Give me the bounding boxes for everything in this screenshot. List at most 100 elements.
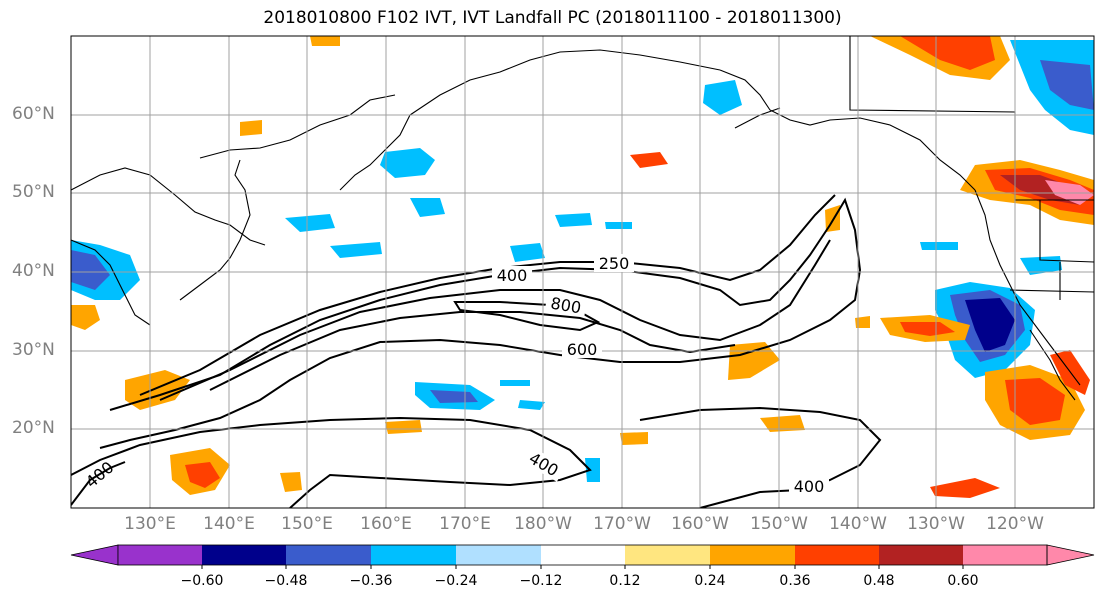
contour-400-southeast bbox=[639, 406, 882, 508]
positive-anomaly-region bbox=[728, 342, 780, 380]
map-title: 2018010800 F102 IVT, IVT Landfall PC (20… bbox=[263, 8, 842, 28]
lon-label: 130°W bbox=[907, 514, 965, 534]
positive-anomaly-region bbox=[900, 322, 955, 336]
lon-label: 180°W bbox=[514, 514, 572, 534]
lat-label: 20°N bbox=[12, 418, 55, 438]
negative-anomaly-region bbox=[500, 380, 530, 386]
bering-coast bbox=[409, 49, 721, 116]
contour-label-group: 250 400 800 600 400 400 400 bbox=[82, 254, 829, 496]
lon-label: 130°E bbox=[124, 514, 176, 534]
lon-label: 170°W bbox=[593, 514, 651, 534]
colorbar-tick-label: −0.48 bbox=[264, 573, 308, 589]
contour-250 bbox=[139, 194, 836, 396]
positive-anomaly-region bbox=[310, 36, 340, 46]
korea-china-coast bbox=[71, 239, 151, 326]
lon-label: 140°E bbox=[203, 514, 255, 534]
positive-anomaly-region bbox=[240, 120, 262, 136]
lat-label: 40°N bbox=[12, 261, 55, 281]
positive-anomaly-region bbox=[185, 462, 220, 488]
okhotsk-coast bbox=[199, 94, 396, 159]
colorbar-bin bbox=[963, 545, 1047, 565]
positive-anomaly-region bbox=[930, 478, 1000, 498]
negative-anomaly-region bbox=[585, 458, 600, 482]
lat-label: 30°N bbox=[12, 340, 55, 360]
contour-600 bbox=[159, 239, 831, 401]
lon-label: 160°W bbox=[671, 514, 729, 534]
positive-anomaly-region bbox=[760, 415, 805, 432]
graticule bbox=[71, 36, 1094, 508]
colorbar-tick-label: 0.48 bbox=[863, 573, 895, 589]
negative-anomaly-region bbox=[330, 242, 382, 258]
negative-anomaly-region bbox=[380, 148, 435, 178]
contour-label: 800 bbox=[549, 293, 582, 317]
negative-anomaly-region bbox=[555, 213, 592, 227]
colorbar-bin bbox=[710, 545, 795, 565]
anomaly-shading bbox=[71, 36, 1094, 498]
negative-anomaly-region bbox=[920, 242, 958, 250]
colorbar-tick-label: 0.60 bbox=[947, 573, 979, 589]
lon-label: 140°W bbox=[829, 514, 887, 534]
positive-anomaly-region bbox=[385, 420, 422, 434]
colorbar-extend-low bbox=[70, 544, 119, 566]
contour-800 bbox=[453, 301, 601, 332]
negative-anomaly-region bbox=[430, 390, 478, 403]
colorbar-bin bbox=[456, 545, 541, 565]
baja-coast bbox=[1029, 329, 1076, 401]
state-borders bbox=[1009, 289, 1094, 293]
negative-anomaly-region bbox=[71, 250, 110, 290]
positive-anomaly-region bbox=[900, 36, 995, 70]
colorbar-tick-label: −0.36 bbox=[349, 573, 393, 589]
positive-anomaly-region bbox=[1005, 378, 1065, 425]
kamchatka-coast bbox=[339, 114, 411, 191]
negative-anomaly-region bbox=[965, 298, 1015, 352]
colorbar-bin bbox=[202, 545, 286, 565]
colorbar-tick-label: 0.12 bbox=[609, 573, 641, 589]
positive-anomaly-region bbox=[855, 316, 870, 328]
colorbar-tick-label: 0.24 bbox=[694, 573, 726, 589]
state-borders bbox=[1015, 199, 1094, 300]
lon-label: 170°E bbox=[439, 514, 491, 534]
japan-coast bbox=[179, 159, 251, 301]
positive-anomaly-region bbox=[630, 152, 668, 168]
colorbar-bin bbox=[879, 545, 963, 565]
colorbar-bin bbox=[625, 545, 710, 565]
lon-label: 150°W bbox=[750, 514, 808, 534]
positive-anomaly-region bbox=[280, 472, 302, 492]
colorbar-tick-label: −0.24 bbox=[434, 573, 478, 589]
contour-label: 400 bbox=[794, 477, 825, 496]
lon-label: 120°W bbox=[986, 514, 1044, 534]
colorbar-tick-label: 0.36 bbox=[779, 573, 811, 589]
contour-400-south bbox=[71, 416, 592, 508]
contour-600-inner bbox=[209, 311, 736, 391]
lat-label: 50°N bbox=[12, 182, 55, 202]
negative-anomaly-region bbox=[518, 400, 545, 410]
colorbar-bin bbox=[286, 545, 371, 565]
contour-label: 400 bbox=[82, 458, 118, 492]
colorbar-outline bbox=[117, 544, 1048, 566]
lon-label: 160°E bbox=[360, 514, 412, 534]
colorbar-tick-label: −0.12 bbox=[519, 573, 563, 589]
colorbar-bin bbox=[795, 545, 879, 565]
map-frame bbox=[70, 35, 1095, 509]
positive-anomaly-region bbox=[125, 370, 190, 410]
positive-anomaly-region bbox=[71, 305, 100, 330]
lat-label: 60°N bbox=[12, 104, 55, 124]
negative-anomaly-region bbox=[510, 243, 545, 262]
contour-400 bbox=[99, 197, 862, 449]
contour-label: 600 bbox=[567, 340, 598, 359]
ivt-contours bbox=[71, 194, 882, 508]
aleutian-peninsula bbox=[734, 107, 781, 129]
positive-anomaly-region bbox=[620, 432, 648, 445]
map-area bbox=[71, 36, 1094, 508]
negative-anomaly-region bbox=[285, 214, 335, 232]
negative-anomaly-region bbox=[703, 80, 742, 115]
negative-anomaly-region bbox=[410, 198, 445, 217]
alaska-coast bbox=[719, 69, 976, 191]
lon-label: 150°E bbox=[281, 514, 333, 534]
colorbar-bin bbox=[371, 545, 456, 565]
colorbar-extend-high bbox=[1046, 544, 1095, 566]
contour-south-west bbox=[71, 461, 126, 506]
colorbar bbox=[70, 544, 1095, 569]
colorbar-tick-label: −0.60 bbox=[180, 573, 224, 589]
